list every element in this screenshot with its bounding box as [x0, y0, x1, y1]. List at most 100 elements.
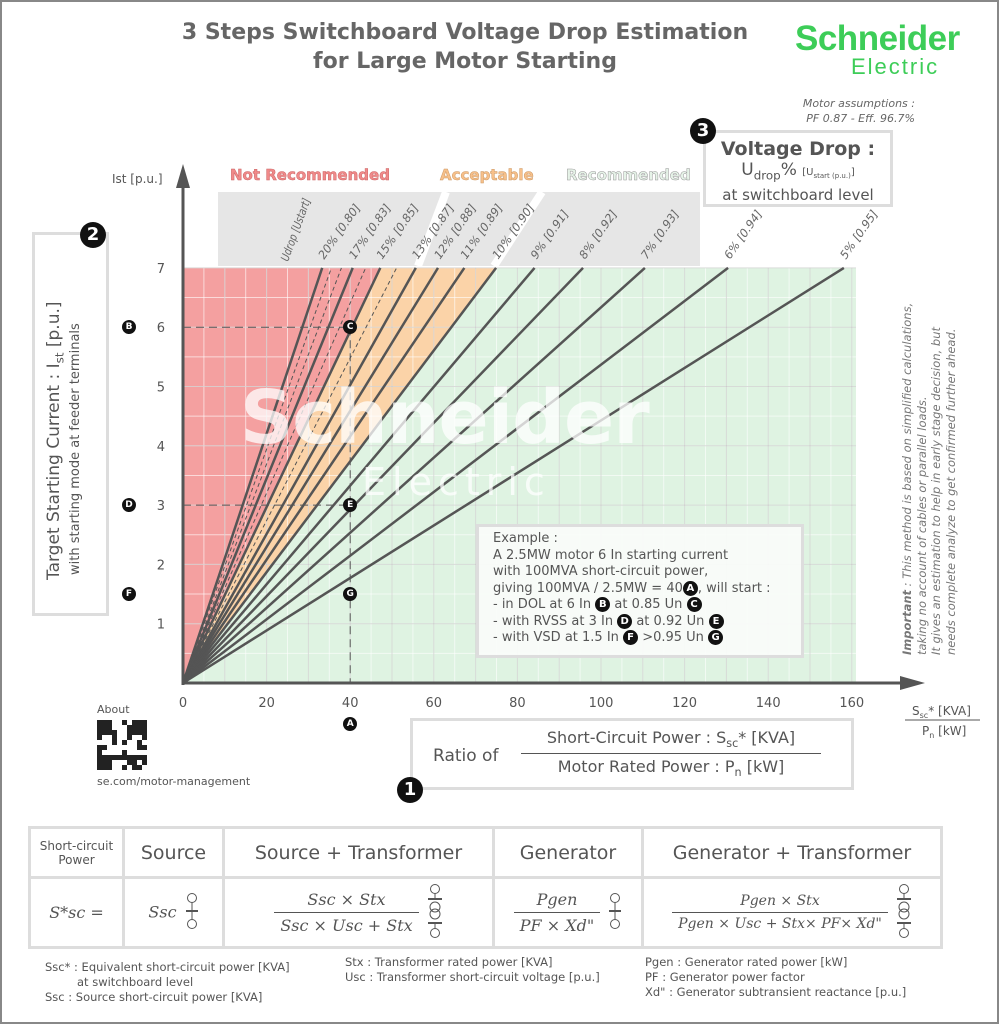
qr-module	[137, 755, 142, 760]
point-g: G	[343, 587, 358, 602]
qr-module	[102, 755, 107, 760]
qr-module	[97, 735, 102, 740]
point-e: E	[343, 498, 358, 513]
voltage-drop-title: Voltage Drop :	[720, 138, 876, 160]
example-l3: with 100MVA short-circuit power,	[493, 564, 709, 579]
qr-module	[107, 730, 112, 735]
note-line2: taking no account of cables or parallel …	[914, 396, 929, 655]
label-band	[218, 192, 700, 266]
x-tick-label: 80	[509, 696, 526, 711]
logo-sub: Electric	[851, 54, 940, 79]
qr-module	[112, 740, 117, 745]
y-tick-label: 7	[157, 262, 165, 277]
title-line-1: 3 Steps Switchboard Voltage Drop Estimat…	[181, 20, 749, 45]
zone-label-recommended: Recommended	[566, 166, 691, 185]
qr-module	[142, 760, 147, 765]
about-url[interactable]: se.com/motor-management	[97, 775, 251, 788]
udrop-line-10	[182, 267, 498, 684]
qr-module	[127, 725, 132, 730]
note-line1: : This method is based on simplified cal…	[900, 302, 914, 590]
udrop-line-11	[182, 267, 536, 684]
formula-table: Short-circuit Power Source Source + Tran…	[28, 826, 943, 949]
example-box: Example : A 2.5MW motor 6 In starting cu…	[476, 524, 804, 658]
assumptions-line1: Motor assumptions :	[802, 97, 915, 110]
band-gap	[414, 190, 450, 268]
udrop-line-7	[181, 267, 417, 684]
voltage-drop-line3: at switchboard level	[722, 186, 874, 204]
udrop-pct: %	[780, 160, 797, 180]
x-tick-label: 60	[426, 696, 443, 711]
left-box-sub: st	[52, 352, 67, 364]
header-generator: Generator	[492, 826, 644, 879]
step-2-badge: 2	[80, 222, 106, 248]
important-note: Important : This method is based on simp…	[900, 303, 958, 655]
generator-transformer-symbol-icon	[896, 883, 912, 943]
qr-module	[132, 725, 137, 730]
example-point-c: C	[686, 597, 702, 612]
qr-module	[127, 730, 132, 735]
x-tick-label: 0	[179, 696, 187, 711]
x-tick-label: 20	[258, 696, 275, 711]
band-gap	[490, 189, 546, 269]
qr-code-icon[interactable]	[97, 720, 147, 770]
x-tick-label: 120	[672, 696, 697, 711]
udrop-line-0	[181, 267, 324, 684]
formula-gen-num: Pgen	[536, 890, 578, 909]
title-line-2: for Large Motor Starting	[313, 49, 617, 74]
qr-module	[97, 720, 102, 725]
qr-module	[142, 730, 147, 735]
qr-module	[112, 735, 117, 740]
about-label: About	[97, 703, 130, 716]
ustart: [U	[802, 167, 814, 178]
y-tick-label: 2	[157, 558, 165, 573]
page-title: 3 Steps Switchboard Voltage Drop Estimat…	[130, 18, 800, 76]
udrop-line-4	[182, 267, 367, 684]
point-d: D	[122, 498, 136, 513]
qr-module	[102, 730, 107, 735]
watermark-brand: Schneider	[240, 375, 650, 461]
formula-src-tx-den: Ssc × Usc + Stx	[274, 912, 419, 935]
formula-src-tx-num: Ssc × Stx	[307, 890, 386, 909]
logo-brand: Schneider	[795, 19, 960, 58]
udrop-line-13	[182, 266, 646, 684]
udrop-line-label: 5% [0.95]	[837, 207, 881, 261]
qr-module	[107, 720, 112, 725]
ratio-denominator: Motor Rated Power : P	[557, 757, 735, 777]
x-axis-arrow-icon	[900, 676, 925, 690]
legend-ssc: Ssc : Source short-circuit power [KVA]	[45, 990, 263, 1004]
y-axis-label: Ist [p.u.]	[112, 172, 163, 186]
header-generator-transformer: Generator + Transformer	[641, 826, 943, 879]
row-label: S*sc =	[28, 876, 125, 949]
x-tick-label: 140	[756, 696, 781, 711]
legend-pgen: Pgen : Generator rated power [kW]	[645, 955, 848, 969]
example-l4: giving 100MVA / 2.5MW = 40	[493, 580, 683, 596]
example-l5: - in DOL at 6 In	[493, 597, 592, 612]
example-point-b: B	[595, 597, 611, 612]
ratio-box: Ratio of Short-Circuit Power : Ssc* [KVA…	[410, 718, 854, 790]
assumptions-line2: PF 0.87 - Eff. 96.7%	[806, 112, 915, 125]
udrop-line-6	[182, 267, 398, 684]
schneider-logo: Schneider Electric	[795, 19, 960, 79]
note-bold: Important	[900, 589, 914, 655]
x-tick-label: 40	[342, 696, 359, 711]
qr-module	[102, 745, 107, 750]
qr-module	[117, 755, 122, 760]
legend-ssc-star: Ssc* : Equivalent short-circuit power [K…	[45, 960, 290, 974]
qr-module	[122, 720, 127, 725]
udrop-line-8	[181, 267, 440, 684]
qr-module	[112, 730, 117, 735]
example-point-d: D	[617, 613, 633, 629]
formula-gen-tx-num: Pgen × Stx	[740, 893, 820, 909]
qr-module	[137, 730, 142, 735]
y-tick-label: 1	[157, 618, 165, 633]
qr-module	[97, 760, 102, 765]
x-axis-label-num: Ssc* [KVA]	[912, 704, 971, 720]
legend-stx: Stx : Transformer rated power [KVA]	[345, 955, 553, 969]
example-point-g: G	[708, 630, 724, 645]
left-box-line2: with starting mode at feeder terminals	[68, 323, 83, 575]
qr-module	[97, 755, 102, 760]
zone-label-acceptable: Acceptable	[440, 166, 534, 185]
point-a: A	[343, 717, 358, 731]
qr-module	[102, 725, 107, 730]
